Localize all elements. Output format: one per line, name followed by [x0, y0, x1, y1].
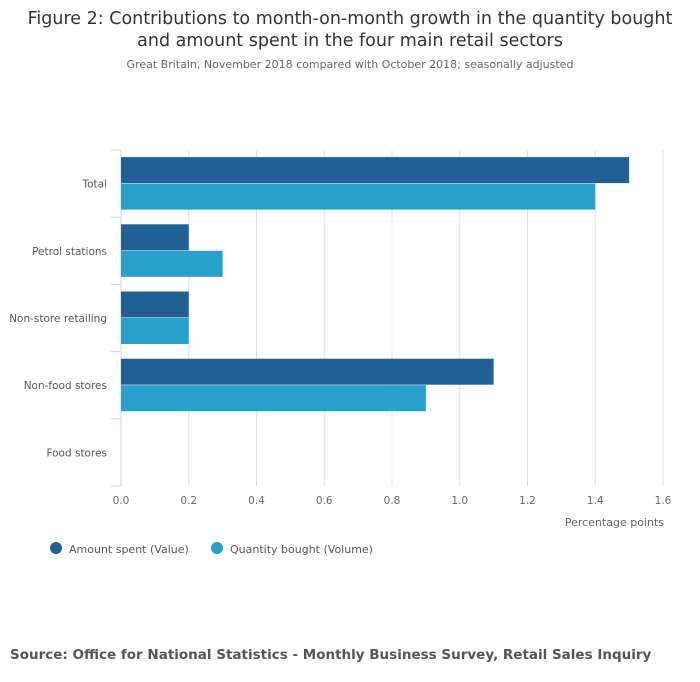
title-line: Figure 2: Contributions to month-on-mont…: [27, 9, 673, 29]
x-axis-title: Percentage points: [565, 516, 664, 529]
x-tick-label: 0.0: [113, 495, 130, 507]
bar-value: [121, 358, 494, 385]
x-tick-label: 1.4: [587, 495, 604, 507]
bar-value: [121, 291, 189, 318]
bar-volume: [121, 250, 223, 277]
bar-volume: [121, 318, 189, 344]
legend-label: Quantity bought (Volume): [230, 543, 373, 556]
x-tick-label: 0.6: [316, 495, 333, 507]
x-tick-label: 1.2: [519, 495, 536, 507]
category-label: Non-store retailing: [9, 313, 107, 325]
chart-title: Figure 2: Contributions to month-on-mont…: [0, 8, 700, 52]
category-label: Total: [81, 179, 107, 191]
x-tick-label: 1.0: [451, 495, 468, 507]
bar-value: [121, 157, 630, 184]
bar-volume: [121, 183, 596, 210]
bar-volume: [121, 385, 426, 412]
category-label: Non-food stores: [24, 380, 107, 392]
legend-marker: [50, 542, 62, 554]
source-note: Source: Office for National Statistics -…: [10, 647, 652, 663]
bar-value: [121, 224, 189, 251]
x-tick-label: 0.4: [248, 495, 265, 507]
x-tick-label: 0.2: [180, 495, 197, 507]
x-tick-label: 0.8: [384, 495, 401, 507]
chart-subtitle: Great Britain, November 2018 compared wi…: [126, 58, 574, 71]
bar-chart: 0.0 0.2 0.4 0.6 0.8 1.0 1.2 1.4 1.6 Total Petrol s…: [9, 149, 672, 556]
legend-label: Amount spent (Value): [69, 543, 189, 556]
title-line: and amount spent in the four main retail…: [137, 31, 563, 51]
category-label: Food stores: [46, 447, 107, 459]
legend-marker: [211, 542, 223, 554]
x-tick-label: 1.6: [655, 495, 672, 507]
category-label: Petrol stations: [32, 246, 107, 258]
